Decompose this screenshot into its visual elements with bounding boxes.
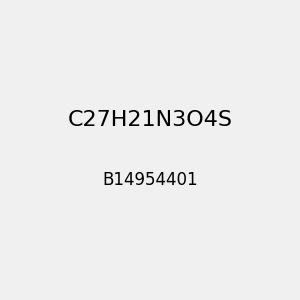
Text: C27H21N3O4S: C27H21N3O4S bbox=[68, 110, 232, 130]
Text: B14954401: B14954401 bbox=[102, 171, 198, 189]
